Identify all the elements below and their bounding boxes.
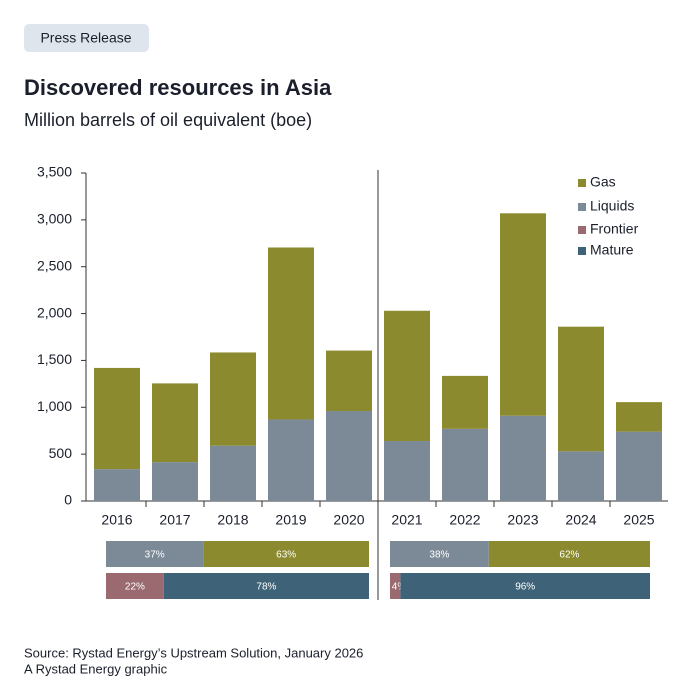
bar-segment	[616, 402, 662, 432]
bar-segment	[210, 352, 256, 446]
x-tick-label: 2023	[507, 512, 538, 528]
x-tick-label: 2022	[449, 512, 480, 528]
bar-segment	[384, 310, 430, 442]
share-segment	[106, 541, 204, 567]
x-tick-label: 2025	[623, 512, 654, 528]
share-segment	[106, 573, 164, 599]
bar-segment	[326, 350, 372, 412]
credit: A Rystad Energy graphic	[24, 661, 168, 676]
legend-swatch	[578, 203, 586, 211]
share-label: 4%	[392, 582, 407, 593]
share-label: 78%	[256, 582, 276, 593]
legend-label: Gas	[590, 174, 616, 190]
y-tick-label: 1,000	[37, 398, 72, 414]
share-segment	[400, 573, 650, 599]
tag-background	[24, 24, 149, 52]
bar-segment	[268, 247, 314, 420]
tag: Press Release	[40, 30, 131, 46]
x-tick-label: 2020	[333, 512, 364, 528]
y-tick-label: 0	[64, 492, 72, 508]
x-tick-label: 2018	[217, 512, 248, 528]
x-tick-label: 2021	[391, 512, 422, 528]
share-label: 37%	[145, 550, 165, 561]
share-segment	[390, 541, 489, 567]
share-segment	[390, 573, 401, 599]
x-tick-label: 2019	[275, 512, 306, 528]
bar-segment	[152, 383, 198, 463]
bar-segment	[442, 428, 488, 501]
y-tick-label: 2,500	[37, 257, 72, 273]
bar-segment	[500, 213, 546, 416]
share-label: 63%	[276, 550, 296, 561]
share-segment	[203, 541, 369, 567]
share-label: 62%	[559, 550, 579, 561]
bar-segment	[500, 415, 546, 501]
legend-label: Liquids	[590, 198, 634, 214]
share-segment	[163, 573, 369, 599]
bar-segment	[442, 375, 488, 429]
source: Source: Rystad Energy’s Upstream Solutio…	[24, 645, 363, 660]
share-label: 22%	[125, 582, 145, 593]
y-tick-label: 500	[49, 445, 73, 461]
bar-segment	[326, 411, 372, 501]
legend-swatch	[578, 247, 586, 255]
bar-segment	[268, 419, 314, 501]
bar-segment	[152, 462, 198, 501]
bar-segment	[384, 441, 430, 501]
share-label: 96%	[515, 582, 535, 593]
share-label: 38%	[429, 550, 449, 561]
legend-swatch	[578, 179, 586, 187]
y-tick-label: 1,500	[37, 351, 72, 367]
x-tick-label: 2017	[159, 512, 190, 528]
bar-segment	[94, 469, 140, 501]
y-tick-label: 3,000	[37, 211, 72, 227]
legend-label: Frontier	[590, 221, 639, 237]
share-segment	[488, 541, 650, 567]
bar-segment	[616, 431, 662, 501]
bar-segment	[94, 367, 140, 470]
bar-segment	[558, 326, 604, 452]
y-tick-label: 2,000	[37, 304, 72, 320]
legend-label: Mature	[590, 242, 634, 258]
bar-segment	[558, 451, 604, 501]
chart-subtitle: Million barrels of oil equivalent (boe)	[24, 110, 312, 130]
x-tick-label: 2016	[101, 512, 132, 528]
chart-title: Discovered resources in Asia	[24, 75, 332, 100]
y-tick-label: 3,500	[37, 164, 72, 180]
bar-segment	[210, 445, 256, 501]
x-tick-label: 2024	[565, 512, 596, 528]
legend-swatch	[578, 226, 586, 234]
